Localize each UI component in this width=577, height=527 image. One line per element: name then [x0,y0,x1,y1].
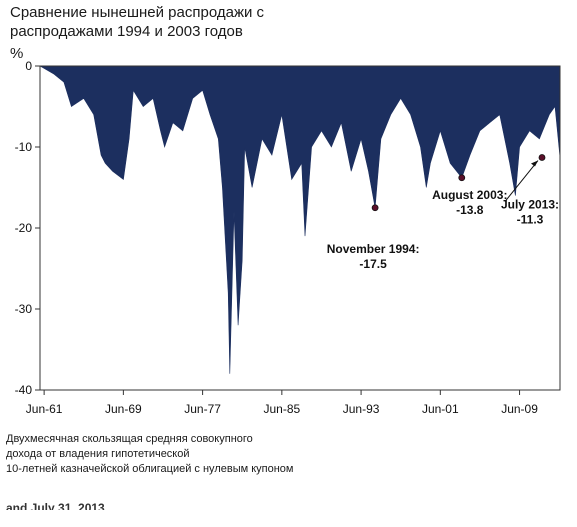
footnote: Двухмесячная скользящая средняя совокупн… [6,432,426,477]
x-tick-label: Jun-85 [263,402,300,416]
annotation-label: July 2013: [501,198,559,212]
x-tick-label: Jun-09 [501,402,538,416]
annotation-label: August 2003: [432,188,507,202]
y-tick-label: -30 [15,302,33,316]
x-tick-label: Jun-77 [184,402,221,416]
x-tick-label: Jun-69 [105,402,142,416]
annotation-point [458,174,466,182]
y-axis-label: % [10,45,24,62]
x-tick-label: Jun-01 [422,402,459,416]
annotation-arrow [504,160,539,202]
x-ticks: Jun-61 Jun-69 Jun-77 Jun-85 Jun-93 Jun-01 Jun-… [26,390,538,416]
y-ticks: 0 -10 -20 -30 -40 [15,59,40,397]
y-tick-label: -20 [15,221,33,235]
arrow-head [531,160,538,167]
chart-title: Сравнение нынешней распродажи с распрода… [10,4,265,40]
annotation-value: -17.5 [359,257,387,271]
annotation-label: November 1994: [327,242,420,256]
annotation-value: -13.8 [456,203,484,217]
footnote-line: дохода от владения гипотетической [6,448,190,460]
x-tick-label: Jun-61 [26,402,63,416]
annotations: November 1994:-17.5 August 2003:-13.8 July… [327,154,559,271]
y-tick-label: 0 [25,59,32,73]
cut-off-text: and July 31, 2013. [6,501,109,510]
x-tick-label: Jun-93 [343,402,380,416]
plot-area [38,65,561,374]
annotation-point [371,204,379,212]
footnote-line: 10-летней казначейской облигацией с нуле… [6,463,294,475]
y-tick-label: -40 [15,383,33,397]
annotation-point [538,154,546,161]
footnote-line: Двухмесячная скользящая средняя совокупн… [6,433,253,445]
y-tick-label: -10 [15,140,33,154]
annotation-value: -11.3 [517,213,544,227]
series-area-0 [38,65,561,374]
